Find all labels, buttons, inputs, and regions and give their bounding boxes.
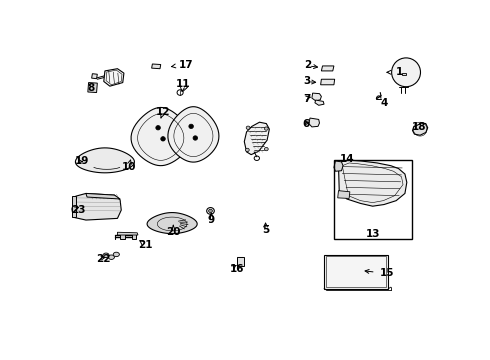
Polygon shape: [86, 193, 120, 199]
Ellipse shape: [392, 58, 420, 87]
Ellipse shape: [246, 126, 250, 129]
Text: 23: 23: [71, 205, 85, 215]
Bar: [131, 234, 136, 239]
Polygon shape: [75, 148, 134, 173]
Bar: [120, 234, 124, 239]
Text: 8: 8: [87, 82, 94, 93]
Bar: [324, 255, 388, 288]
Polygon shape: [309, 118, 319, 127]
Ellipse shape: [108, 255, 114, 260]
Bar: [325, 256, 386, 287]
Bar: [334, 159, 412, 239]
Text: 7: 7: [303, 94, 311, 104]
Polygon shape: [339, 160, 407, 206]
Ellipse shape: [161, 136, 165, 141]
Polygon shape: [338, 191, 350, 198]
Text: 11: 11: [175, 79, 190, 89]
Polygon shape: [320, 79, 335, 85]
Ellipse shape: [103, 253, 109, 257]
Polygon shape: [321, 66, 334, 71]
Polygon shape: [118, 232, 138, 235]
Polygon shape: [92, 74, 98, 79]
Text: 2: 2: [304, 60, 312, 70]
Ellipse shape: [209, 209, 212, 212]
Text: 16: 16: [230, 264, 245, 274]
Ellipse shape: [189, 124, 194, 129]
Text: 9: 9: [208, 215, 215, 225]
Polygon shape: [168, 107, 219, 162]
Text: 21: 21: [138, 240, 153, 250]
Text: 5: 5: [262, 225, 269, 235]
Polygon shape: [237, 257, 244, 266]
Text: 4: 4: [381, 98, 389, 108]
Text: 14: 14: [340, 154, 354, 164]
Ellipse shape: [265, 127, 268, 130]
Text: 12: 12: [156, 107, 170, 117]
Polygon shape: [147, 212, 197, 234]
Polygon shape: [104, 69, 124, 86]
Ellipse shape: [265, 148, 268, 151]
Ellipse shape: [245, 148, 249, 152]
Text: 10: 10: [122, 162, 136, 172]
Polygon shape: [151, 64, 161, 69]
Polygon shape: [72, 193, 121, 220]
Ellipse shape: [156, 126, 160, 130]
Polygon shape: [413, 123, 428, 135]
Bar: [402, 73, 406, 75]
Text: 17: 17: [179, 60, 194, 70]
Polygon shape: [245, 122, 270, 155]
Text: 15: 15: [380, 268, 395, 278]
Polygon shape: [312, 93, 321, 101]
Text: 3: 3: [303, 76, 311, 86]
Text: 19: 19: [74, 156, 89, 166]
Text: 20: 20: [166, 227, 180, 237]
Text: 22: 22: [96, 254, 111, 264]
Polygon shape: [88, 82, 98, 93]
Text: 18: 18: [412, 122, 426, 132]
Ellipse shape: [113, 252, 120, 257]
Polygon shape: [315, 100, 324, 105]
Polygon shape: [72, 196, 75, 217]
Ellipse shape: [193, 136, 197, 140]
Text: 13: 13: [366, 229, 380, 239]
Text: 1: 1: [395, 67, 403, 77]
Polygon shape: [131, 107, 191, 166]
Polygon shape: [334, 161, 343, 171]
Text: 6: 6: [302, 118, 310, 129]
